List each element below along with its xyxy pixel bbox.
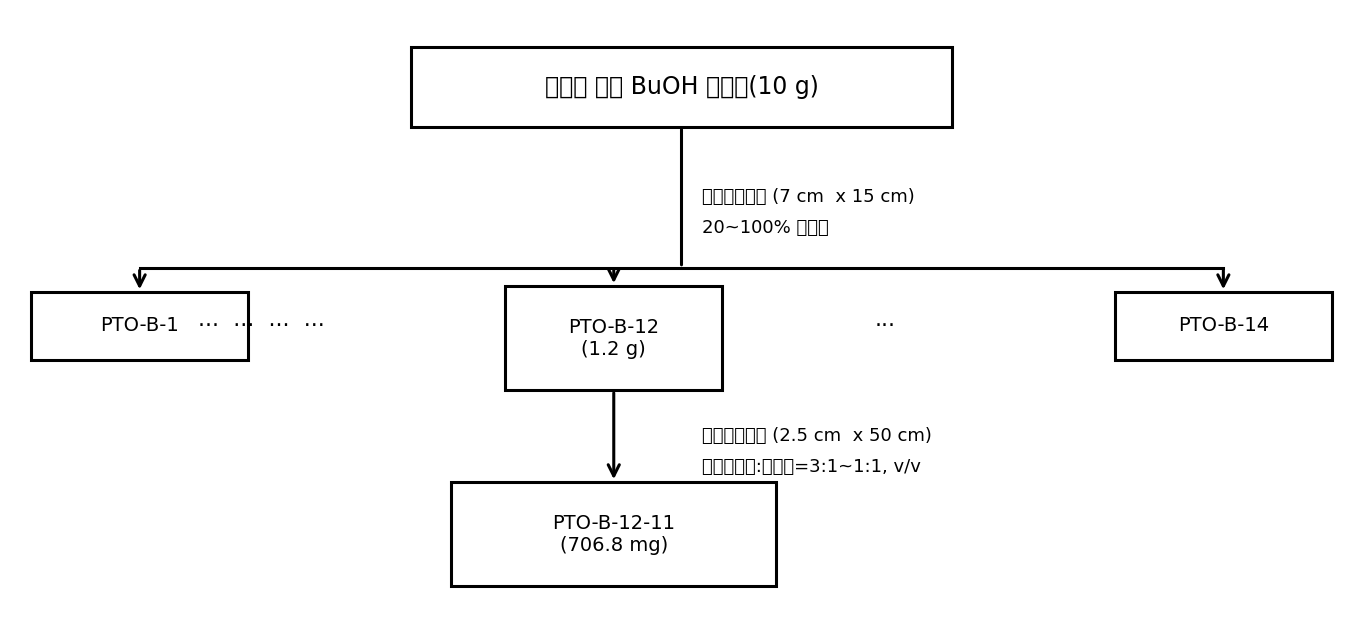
FancyBboxPatch shape [1115, 292, 1332, 360]
Text: ···  ···  ···  ···: ··· ··· ··· ··· [198, 316, 324, 336]
Text: 순상실리카겔 (2.5 cm  x 50 cm): 순상실리카겔 (2.5 cm x 50 cm) [702, 427, 932, 445]
Text: PTO-B-12-11
(706.8 mg): PTO-B-12-11 (706.8 mg) [552, 514, 675, 555]
Text: 20~100% 메탄올: 20~100% 메탄올 [702, 219, 829, 237]
Text: 역상실리카겔 (7 cm  x 15 cm): 역상실리카겔 (7 cm x 15 cm) [702, 188, 915, 206]
Text: 클로로포름:메탄올=3:1~1:1, v/v: 클로로포름:메탄올=3:1~1:1, v/v [702, 458, 920, 476]
Text: PTO-B-1: PTO-B-1 [101, 316, 179, 335]
Text: 돈나무 열매 BuOH 분획물(10 g): 돈나무 열매 BuOH 분획물(10 g) [545, 75, 818, 99]
Text: PTO-B-14: PTO-B-14 [1178, 316, 1269, 335]
Text: ···: ··· [874, 316, 895, 336]
FancyBboxPatch shape [451, 482, 777, 586]
Text: PTO-B-12
(1.2 g): PTO-B-12 (1.2 g) [568, 317, 660, 358]
FancyBboxPatch shape [31, 292, 248, 360]
FancyBboxPatch shape [506, 286, 722, 390]
FancyBboxPatch shape [410, 47, 953, 127]
